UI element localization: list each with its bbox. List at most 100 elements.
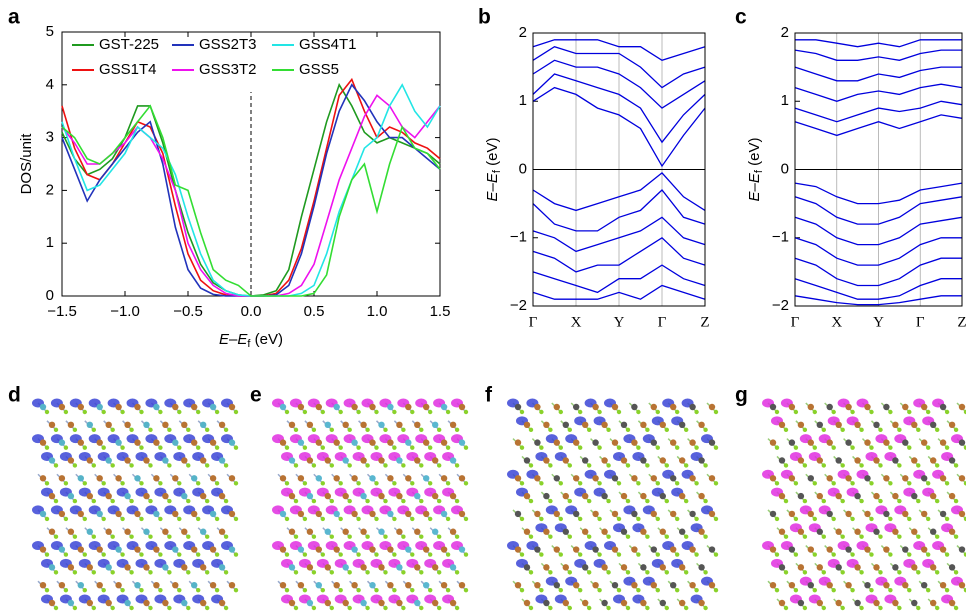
atom	[437, 427, 442, 433]
atom	[91, 534, 97, 539]
band-line	[532, 39, 706, 62]
atom	[302, 552, 308, 557]
atom	[223, 534, 229, 539]
panel-label: d	[8, 384, 21, 407]
atom	[514, 475, 522, 482]
atom	[698, 564, 705, 571]
atom	[528, 570, 534, 575]
atom	[48, 599, 56, 607]
x-tick-label: 1.0	[367, 303, 388, 320]
atom	[713, 516, 719, 522]
atom	[284, 587, 290, 593]
atom	[110, 570, 115, 575]
atom	[573, 510, 580, 518]
atom	[640, 421, 647, 429]
atom	[636, 445, 641, 450]
atom	[631, 510, 638, 518]
atom	[597, 552, 602, 557]
atom	[698, 492, 705, 500]
atom	[897, 570, 902, 575]
atom	[369, 403, 376, 411]
atom	[684, 498, 689, 504]
atom	[101, 516, 106, 522]
atom	[77, 581, 85, 589]
atom	[883, 403, 890, 411]
atom	[636, 516, 641, 522]
structure-image	[762, 398, 966, 611]
atom	[679, 599, 686, 607]
atom	[611, 403, 619, 411]
atom	[383, 463, 388, 468]
atom	[845, 475, 852, 482]
x-tick-label: 0.0	[241, 303, 262, 320]
atom	[911, 599, 918, 607]
atom	[360, 457, 367, 464]
atom	[86, 599, 94, 607]
atom	[148, 534, 153, 539]
atom	[72, 427, 78, 433]
atom	[186, 605, 191, 611]
atom	[347, 534, 352, 539]
atom	[369, 439, 376, 446]
y-tick-label: 2	[781, 24, 789, 41]
atom	[196, 445, 201, 450]
atom	[53, 498, 59, 504]
atom	[214, 445, 220, 450]
atom	[105, 492, 112, 500]
atom	[58, 510, 66, 518]
atom	[342, 528, 349, 535]
atom	[463, 481, 469, 486]
atom	[883, 546, 890, 553]
atom	[854, 421, 861, 429]
atom	[63, 445, 69, 450]
atom	[63, 516, 69, 522]
atom	[347, 498, 352, 504]
atom	[606, 498, 611, 504]
atom	[689, 475, 696, 482]
atom	[401, 570, 406, 575]
atom	[374, 409, 379, 415]
atom	[205, 605, 210, 611]
atom	[181, 528, 188, 535]
atom	[797, 599, 805, 607]
atom	[926, 481, 931, 486]
atom	[625, 463, 631, 468]
atom	[423, 510, 430, 518]
atom	[854, 528, 861, 535]
atom	[845, 546, 852, 553]
atom	[655, 409, 660, 415]
axis-label-part: E	[484, 172, 501, 183]
atom	[410, 445, 415, 450]
atom	[958, 403, 966, 411]
atom	[831, 587, 836, 593]
atom	[48, 492, 56, 500]
axis-label: E–Ef (eV)	[219, 331, 283, 350]
x-tick-label: −1.5	[47, 303, 77, 320]
atom	[664, 463, 669, 468]
atom	[82, 481, 88, 486]
atom	[953, 463, 959, 468]
atom	[82, 445, 88, 450]
atom	[684, 427, 689, 433]
atom	[859, 534, 864, 539]
atom	[191, 403, 198, 411]
atom	[205, 427, 210, 433]
atom	[233, 481, 239, 486]
atom	[110, 427, 115, 433]
atom	[601, 421, 608, 429]
atom	[58, 546, 66, 553]
atom	[86, 564, 94, 571]
atom	[616, 516, 622, 522]
band-line	[794, 295, 962, 306]
atom	[645, 463, 650, 468]
atom	[365, 534, 370, 539]
atom	[158, 481, 163, 486]
x-tick-label: Z	[957, 314, 966, 330]
atom	[963, 587, 966, 593]
band-line	[532, 284, 706, 300]
atom	[821, 605, 826, 611]
atom	[930, 564, 937, 571]
atom	[392, 481, 397, 486]
atom	[958, 581, 966, 589]
atom	[930, 528, 937, 535]
